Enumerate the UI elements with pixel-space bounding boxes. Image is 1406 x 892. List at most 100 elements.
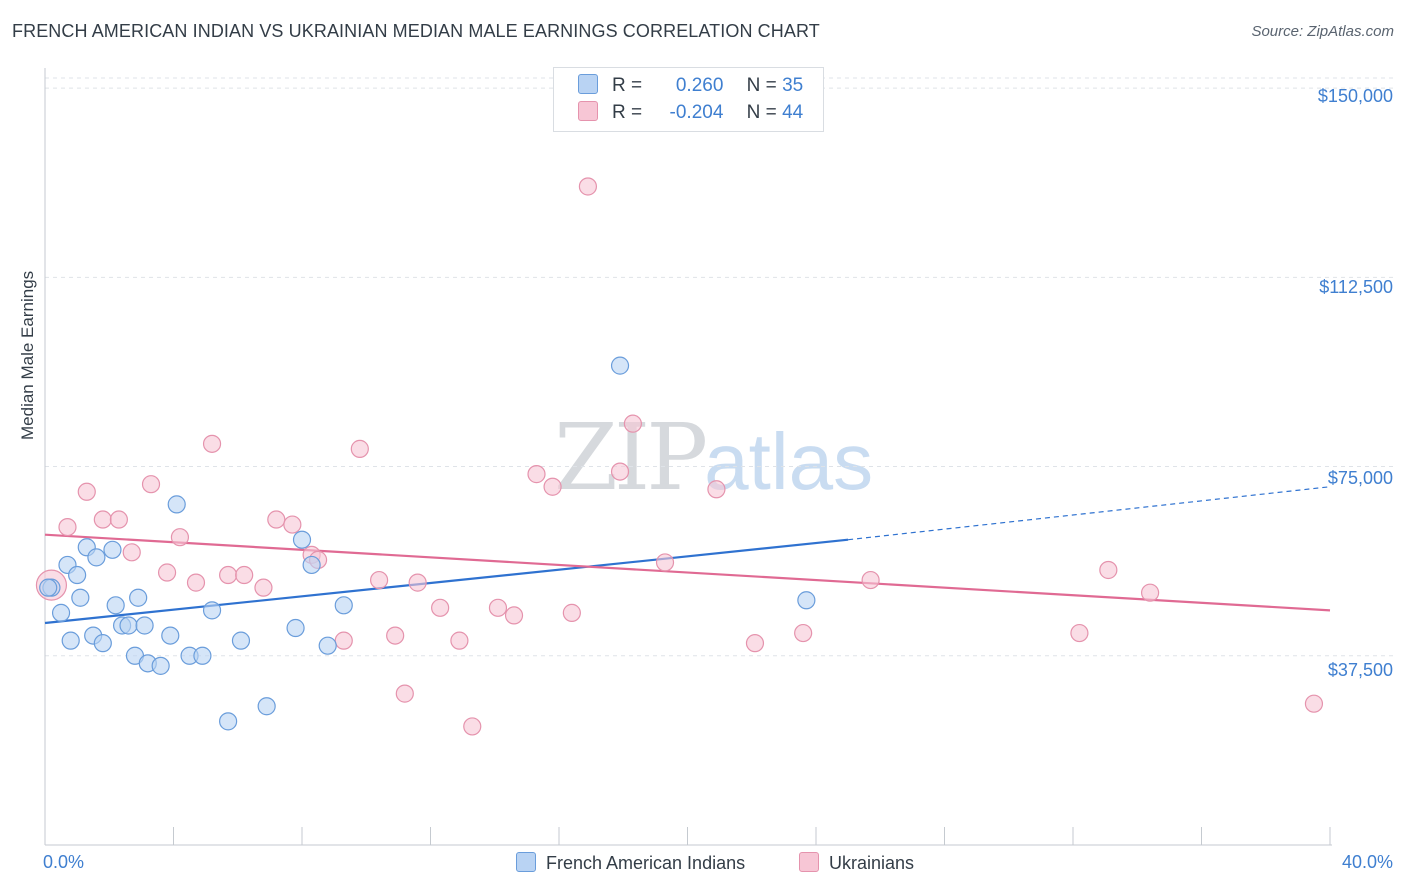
legend-row-french-american-indians: R = 0.260 N = 35: [578, 74, 803, 100]
point-french-american-indians: [51, 603, 71, 622]
legend-swatch-blue: [578, 74, 598, 94]
point-french-american-indians: [257, 697, 276, 716]
source-label: Source: ZipAtlas.com: [1251, 23, 1394, 40]
point-ukrainians: [504, 606, 524, 625]
legend-swatch-pink: [799, 852, 819, 872]
legend-n-label: N =: [746, 75, 777, 96]
point-ukrainians: [450, 631, 469, 650]
point-ukrainians: [707, 480, 726, 499]
point-ukrainians: [1099, 560, 1118, 580]
point-ukrainians: [1140, 583, 1160, 602]
point-ukrainians: [350, 439, 369, 458]
legend-item-french-american-indians: French American Indians: [516, 852, 745, 874]
legend-swatch-blue: [516, 852, 536, 872]
point-ukrainians: [370, 570, 389, 590]
point-ukrainians: [122, 543, 141, 562]
point-french-american-indians: [103, 540, 122, 559]
legend-r-value: 0.260: [675, 75, 724, 96]
point-ukrainians: [794, 623, 813, 643]
legend-r-label: R =: [612, 75, 643, 96]
point-ukrainians: [141, 475, 161, 494]
point-ukrainians: [267, 510, 286, 529]
point-ukrainians: [655, 553, 675, 572]
point-french-american-indians: [797, 591, 816, 610]
point-ukrainians: [202, 434, 222, 453]
legend-r-label: R =: [612, 102, 643, 123]
correlation-legend: R = 0.260 N = 35 R = -0.204 N = 44: [553, 67, 824, 132]
trend-lines: [44, 486, 1331, 625]
point-french-american-indians: [219, 712, 238, 731]
axes: [44, 68, 1332, 846]
point-ukrainians: [578, 177, 598, 196]
legend-r-value: -0.204: [669, 102, 724, 123]
point-ukrainians: [431, 598, 450, 617]
point-french-american-indians: [193, 646, 212, 665]
legend-label: French American Indians: [546, 853, 746, 873]
point-ukrainians: [488, 598, 508, 617]
y-tick-label: $75,000: [1327, 468, 1393, 488]
trend-line: [44, 538, 849, 625]
point-ukrainians: [186, 573, 206, 592]
x-tick-label: 40.0%: [1341, 852, 1393, 872]
point-french-american-indians: [318, 636, 337, 655]
point-ukrainians: [334, 631, 353, 650]
point-french-american-indians: [71, 588, 90, 607]
watermark-atlas: atlas: [704, 417, 874, 506]
point-french-american-indians: [286, 618, 305, 638]
point-french-american-indians: [610, 356, 630, 375]
legend-swatch-pink: [578, 101, 598, 121]
x-tick-label: 0.0%: [43, 852, 85, 872]
point-french-american-indians: [202, 601, 222, 620]
point-french-american-indians: [129, 588, 148, 607]
chart-title: FRENCH AMERICAN INDIAN VS UKRAINIAN MEDI…: [12, 21, 820, 41]
data-points: [35, 177, 1324, 736]
y-axis-label: Median Male Earnings: [18, 270, 37, 440]
point-ukrainians: [77, 482, 96, 501]
point-french-american-indians: [167, 495, 186, 514]
point-ukrainians: [527, 465, 546, 484]
legend-n-label: N =: [746, 102, 777, 123]
point-french-american-indians: [87, 548, 106, 567]
point-ukrainians: [610, 462, 630, 481]
point-french-american-indians: [151, 656, 170, 675]
legend-item-ukrainians: Ukrainians: [799, 852, 914, 874]
point-ukrainians: [93, 510, 112, 529]
point-ukrainians: [562, 603, 581, 622]
point-french-american-indians: [61, 631, 80, 650]
point-ukrainians: [58, 517, 77, 537]
point-french-american-indians: [135, 616, 154, 635]
point-ukrainians: [395, 684, 414, 703]
point-ukrainians: [157, 563, 177, 582]
point-ukrainians: [463, 717, 482, 736]
point-french-american-indians: [302, 555, 321, 575]
point-ukrainians: [254, 578, 273, 597]
point-ukrainians: [386, 626, 405, 645]
point-ukrainians: [1304, 694, 1324, 713]
point-french-american-indians: [39, 578, 58, 597]
point-ukrainians: [543, 477, 562, 496]
legend-row-ukrainians: R = -0.204 N = 44: [578, 101, 803, 127]
point-french-american-indians: [119, 616, 138, 635]
point-ukrainians: [745, 634, 765, 653]
trend-line: [44, 533, 1331, 612]
point-french-american-indians: [231, 631, 251, 650]
legend-label: Ukrainians: [829, 853, 915, 873]
point-french-american-indians: [106, 596, 125, 615]
point-ukrainians: [408, 573, 427, 592]
point-french-american-indians: [68, 565, 87, 585]
point-french-american-indians: [334, 596, 353, 615]
y-tick-label: $150,000: [1317, 86, 1393, 106]
legend-n-value: 44: [782, 102, 804, 123]
legend-n-value: 35: [782, 75, 804, 96]
point-french-american-indians: [161, 626, 180, 645]
y-tick-label: $112,500: [1319, 277, 1393, 297]
point-ukrainians: [623, 414, 642, 433]
point-ukrainians: [861, 570, 880, 590]
y-tick-label: $37,500: [1327, 660, 1393, 680]
point-french-american-indians: [292, 530, 312, 549]
trend-line-extension: [848, 486, 1331, 541]
point-ukrainians: [1070, 623, 1089, 643]
point-ukrainians: [235, 565, 254, 585]
point-ukrainians: [219, 565, 238, 585]
